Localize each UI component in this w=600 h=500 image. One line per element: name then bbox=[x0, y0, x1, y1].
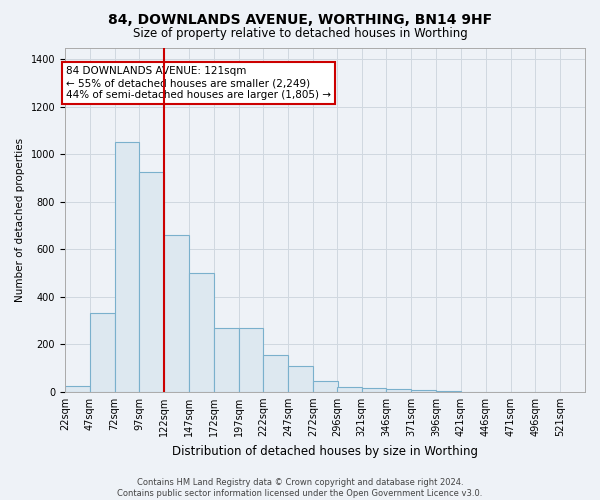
Bar bbox=[362, 388, 386, 392]
Y-axis label: Number of detached properties: Number of detached properties bbox=[15, 138, 25, 302]
Bar bbox=[214, 328, 239, 392]
Bar bbox=[386, 390, 412, 392]
Bar bbox=[412, 390, 436, 392]
Bar bbox=[263, 355, 288, 392]
Bar bbox=[239, 328, 263, 392]
Bar bbox=[90, 314, 115, 392]
Text: 84, DOWNLANDS AVENUE, WORTHING, BN14 9HF: 84, DOWNLANDS AVENUE, WORTHING, BN14 9HF bbox=[108, 12, 492, 26]
Bar bbox=[139, 172, 164, 392]
Text: Size of property relative to detached houses in Worthing: Size of property relative to detached ho… bbox=[133, 28, 467, 40]
Text: 84 DOWNLANDS AVENUE: 121sqm
← 55% of detached houses are smaller (2,249)
44% of : 84 DOWNLANDS AVENUE: 121sqm ← 55% of det… bbox=[66, 66, 331, 100]
Text: Contains HM Land Registry data © Crown copyright and database right 2024.
Contai: Contains HM Land Registry data © Crown c… bbox=[118, 478, 482, 498]
Bar bbox=[288, 366, 313, 392]
Bar bbox=[337, 387, 362, 392]
Bar bbox=[65, 386, 90, 392]
Bar bbox=[313, 381, 338, 392]
X-axis label: Distribution of detached houses by size in Worthing: Distribution of detached houses by size … bbox=[172, 444, 478, 458]
Bar bbox=[115, 142, 139, 392]
Bar bbox=[189, 273, 214, 392]
Bar bbox=[164, 235, 189, 392]
